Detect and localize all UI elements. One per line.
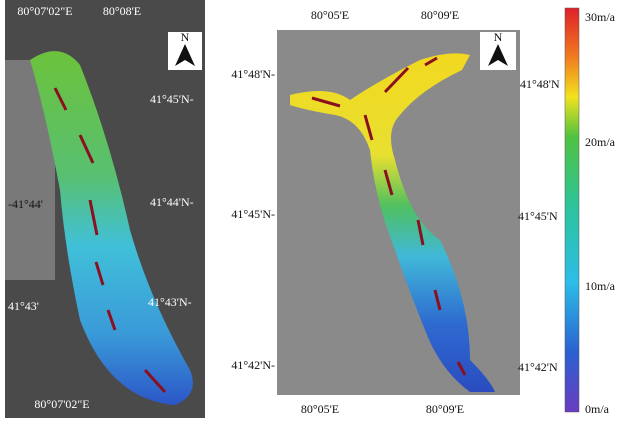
figure: N 80°07'02"E 80°08'E 41°45'N- 41°44'N- 4… [0,0,624,422]
lon-label: 80°08'E [103,4,141,18]
lat-label: -41°44' [8,197,43,211]
lat-label: 41°43'N- [148,295,192,309]
colorbar-label: 10m/a [585,279,616,293]
north-label: N [494,30,503,44]
lon-label: 80°09'E [426,402,464,416]
lon-label: 80°05'E [311,8,349,22]
lon-label: 80°05'E [301,402,339,416]
lat-label: 41°43' [8,299,39,313]
lon-label: 80°07'02"E [17,4,72,18]
lat-label: 41°45'N [518,209,558,223]
lat-label: 41°45'N- [231,207,275,221]
left-map: N 80°07'02"E 80°08'E 41°45'N- 41°44'N- 4… [5,0,205,418]
north-label: N [181,30,190,44]
lon-label: 80°07'02"E [34,397,89,411]
lat-label: 41°42'N- [231,358,275,372]
lat-label: 41°42'N [518,360,558,374]
lat-label: 41°48'N- [231,67,275,81]
right-map: N 80°05'E 80°09'E 41°48'N- 41°45'N- 41°4… [231,8,560,416]
colorbar-ramp [565,8,579,412]
lat-label: 41°45'N- [150,92,194,106]
colorbar-label: 20m/a [585,135,616,149]
lat-label: 41°48'N [520,77,560,91]
colorbar-label: 30m/a [585,10,616,24]
colorbar: 30m/a 20m/a 10m/a 0m/a [565,8,616,416]
lat-label: 41°44'N- [150,195,194,209]
colorbar-label: 0m/a [585,402,610,416]
lon-label: 80°09'E [421,8,459,22]
